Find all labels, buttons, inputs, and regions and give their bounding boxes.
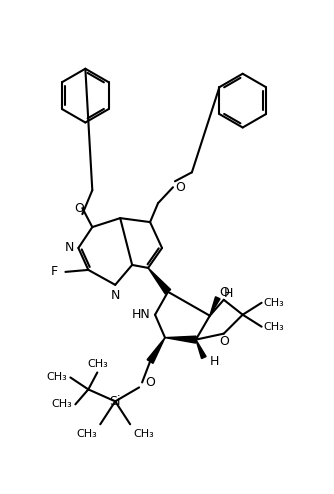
- Text: CH₃: CH₃: [52, 399, 72, 410]
- Text: CH₃: CH₃: [264, 322, 284, 331]
- Polygon shape: [148, 268, 171, 294]
- Text: CH₃: CH₃: [87, 360, 108, 370]
- Text: H: H: [224, 288, 233, 300]
- Text: O: O: [175, 181, 185, 194]
- Text: O: O: [219, 286, 229, 299]
- Text: CH₃: CH₃: [133, 429, 154, 439]
- Polygon shape: [147, 337, 165, 364]
- Polygon shape: [165, 336, 196, 343]
- Polygon shape: [196, 339, 206, 359]
- Text: N: N: [65, 242, 74, 254]
- Polygon shape: [210, 297, 220, 316]
- Text: Si: Si: [110, 395, 121, 408]
- Text: O: O: [219, 334, 229, 348]
- Text: CH₃: CH₃: [76, 429, 97, 439]
- Text: H: H: [210, 355, 219, 368]
- Text: HN: HN: [131, 308, 150, 321]
- Text: CH₃: CH₃: [47, 372, 67, 382]
- Text: O: O: [74, 202, 85, 215]
- Text: N: N: [111, 289, 120, 302]
- Text: CH₃: CH₃: [264, 298, 284, 308]
- Text: O: O: [145, 376, 155, 389]
- Text: F: F: [50, 265, 57, 279]
